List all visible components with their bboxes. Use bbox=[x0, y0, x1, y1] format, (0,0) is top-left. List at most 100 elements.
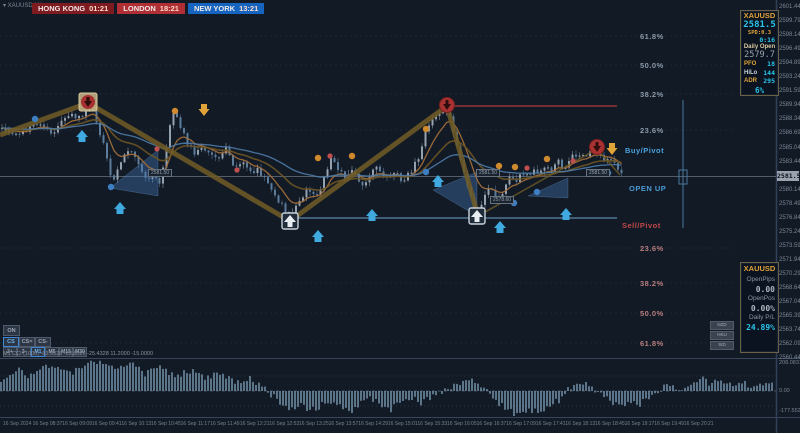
candle-body bbox=[333, 157, 336, 163]
mini-button-sid[interactable]: SID bbox=[710, 341, 734, 350]
mini-button-hku[interactable]: HKU bbox=[710, 331, 734, 340]
candle-body bbox=[620, 169, 623, 174]
tf-button-2plus[interactable]: 2+ bbox=[3, 347, 17, 357]
mini-button-nzd[interactable]: NZD bbox=[710, 321, 734, 330]
candle-body bbox=[267, 177, 269, 184]
candle-body bbox=[120, 162, 122, 170]
chart-tab-xauusd-m1[interactable]: ▾ XAUUSD,M1 bbox=[3, 3, 43, 9]
cs-button-CS[interactable]: CS= bbox=[19, 337, 35, 347]
candle-body bbox=[253, 171, 255, 174]
info-daily-open-value: 2579.7 bbox=[744, 50, 775, 60]
fib-label-lower: 50.0% bbox=[640, 309, 664, 318]
candle-body bbox=[589, 151, 591, 157]
candle-body bbox=[533, 169, 535, 175]
cs-button-CS[interactable]: CS bbox=[3, 337, 19, 347]
down-arrow-icon bbox=[198, 104, 210, 116]
time-axis-label: 16 Sep 17:41 bbox=[535, 421, 566, 427]
account-rows: OpenPips 0.00 OpenPos 0.00% Daily P/L 24.89% bbox=[741, 275, 778, 332]
fib-label-lower: 61.8% bbox=[640, 339, 664, 348]
candle-body bbox=[64, 118, 66, 121]
time-axis-label: 16 Sep 18:45 bbox=[595, 421, 625, 427]
candle-body bbox=[130, 151, 133, 153]
candle-body bbox=[22, 131, 24, 135]
up-arrow-icon bbox=[494, 221, 506, 233]
session-name: HONG KONG bbox=[38, 4, 86, 13]
session-time: 18:21 bbox=[159, 4, 179, 13]
tf-button-2minus[interactable]: 2- bbox=[17, 347, 31, 357]
candle-body bbox=[18, 133, 21, 135]
indicator-axis-label: 208.0831 bbox=[779, 360, 800, 366]
session-time: 13:21 bbox=[239, 4, 259, 13]
time-axis-label: 16 Sep 12:21 bbox=[239, 421, 270, 427]
session-badge-london[interactable]: LONDON 18:21 bbox=[117, 3, 185, 14]
fib-label-lower: 23.6% bbox=[640, 244, 664, 253]
candle-body bbox=[148, 177, 150, 180]
time-axis-label: 16 Sep 15:01 bbox=[387, 421, 418, 427]
info-symbol: XAUUSD bbox=[743, 11, 776, 20]
time-axis-label: 16 Sep 10:45 bbox=[151, 421, 181, 427]
session-badge-new-york[interactable]: NEW YORK 13:21 bbox=[187, 3, 265, 14]
candle-body bbox=[323, 176, 325, 190]
open-up-label: OPEN UP bbox=[629, 184, 667, 193]
up-arrow-icon bbox=[366, 209, 378, 221]
cs-button-CS[interactable]: CS- bbox=[35, 337, 51, 347]
candle-body bbox=[424, 131, 427, 147]
candle-body bbox=[263, 175, 266, 178]
time-axis-label: 16 Sep 18:13 bbox=[565, 421, 596, 427]
candle-body bbox=[109, 158, 112, 176]
account-symbol: XAUUSD bbox=[743, 264, 776, 273]
signal-dot-orange bbox=[495, 162, 503, 170]
candle-body bbox=[396, 172, 399, 174]
chart-price-tag: 2578.60 bbox=[490, 196, 515, 204]
time-axis-label: 16 Sep 19:17 bbox=[624, 421, 655, 427]
signal-dot-red bbox=[327, 153, 333, 159]
info-row-pfo: PFO 18 bbox=[741, 60, 778, 69]
price-axis-label: 2596.49 bbox=[779, 46, 800, 53]
candle-body bbox=[330, 157, 332, 170]
price-axis-label: 2568.64 bbox=[779, 285, 800, 291]
candle-body bbox=[246, 162, 248, 168]
candle-body bbox=[575, 154, 577, 157]
candle-body bbox=[71, 113, 73, 117]
symbol-info-panel: XAUUSD 2581.5 SPD:0.3 0:16 Daily Open 25… bbox=[740, 10, 779, 96]
fib-label-upper: 23.6% bbox=[640, 126, 664, 135]
on-toggle-button[interactable]: ON bbox=[3, 325, 20, 336]
price-axis-label: 2563.74 bbox=[779, 327, 800, 334]
up-arrow-icon bbox=[560, 208, 572, 220]
candle-body bbox=[505, 184, 507, 194]
signal-dot-red bbox=[154, 146, 160, 152]
sell-circle-down-arrow-icon bbox=[593, 142, 601, 152]
price-axis-label: 2585.04 bbox=[779, 144, 800, 151]
candle-body bbox=[106, 142, 108, 159]
candle-body bbox=[487, 188, 490, 195]
candle-body bbox=[99, 122, 101, 136]
candle-body bbox=[312, 191, 315, 195]
buy-signal-up-arrow-icon bbox=[284, 215, 296, 227]
time-axis-label: 16 Sep 13:25 bbox=[299, 421, 329, 427]
candle-body bbox=[127, 151, 129, 155]
candle-body bbox=[526, 174, 528, 176]
candle-body bbox=[172, 112, 175, 126]
candle-body bbox=[218, 157, 220, 159]
price-axis-label: 2583.44 bbox=[779, 158, 800, 165]
candle-body bbox=[239, 164, 241, 167]
tf-button-m15[interactable]: M15 bbox=[59, 347, 73, 357]
tf-button-m5[interactable]: M5 bbox=[45, 347, 59, 357]
session-name: LONDON bbox=[123, 4, 156, 13]
tf-button-m1[interactable]: M1 bbox=[31, 347, 45, 357]
candle-body bbox=[281, 202, 283, 204]
session-badge-hong-kong[interactable]: HONG KONG 01:21 bbox=[32, 3, 115, 14]
price-axis-label: 2573.59 bbox=[779, 242, 800, 249]
candle-body bbox=[571, 154, 574, 162]
fib-label-lower: 38.2% bbox=[640, 279, 664, 288]
cci-indicator-label: M1 CCI (1000) -63.6526 -63.6026 -25.4328… bbox=[3, 351, 154, 357]
candle-body bbox=[379, 166, 381, 172]
time-axis-label: 16 Sep 19:49 bbox=[654, 421, 684, 427]
candle-body bbox=[36, 124, 38, 126]
tf-button-m30[interactable]: M30 bbox=[73, 347, 87, 357]
signal-dot-blue bbox=[422, 168, 430, 176]
candle-body bbox=[260, 167, 262, 176]
fib-label-upper: 38.2% bbox=[640, 90, 664, 99]
